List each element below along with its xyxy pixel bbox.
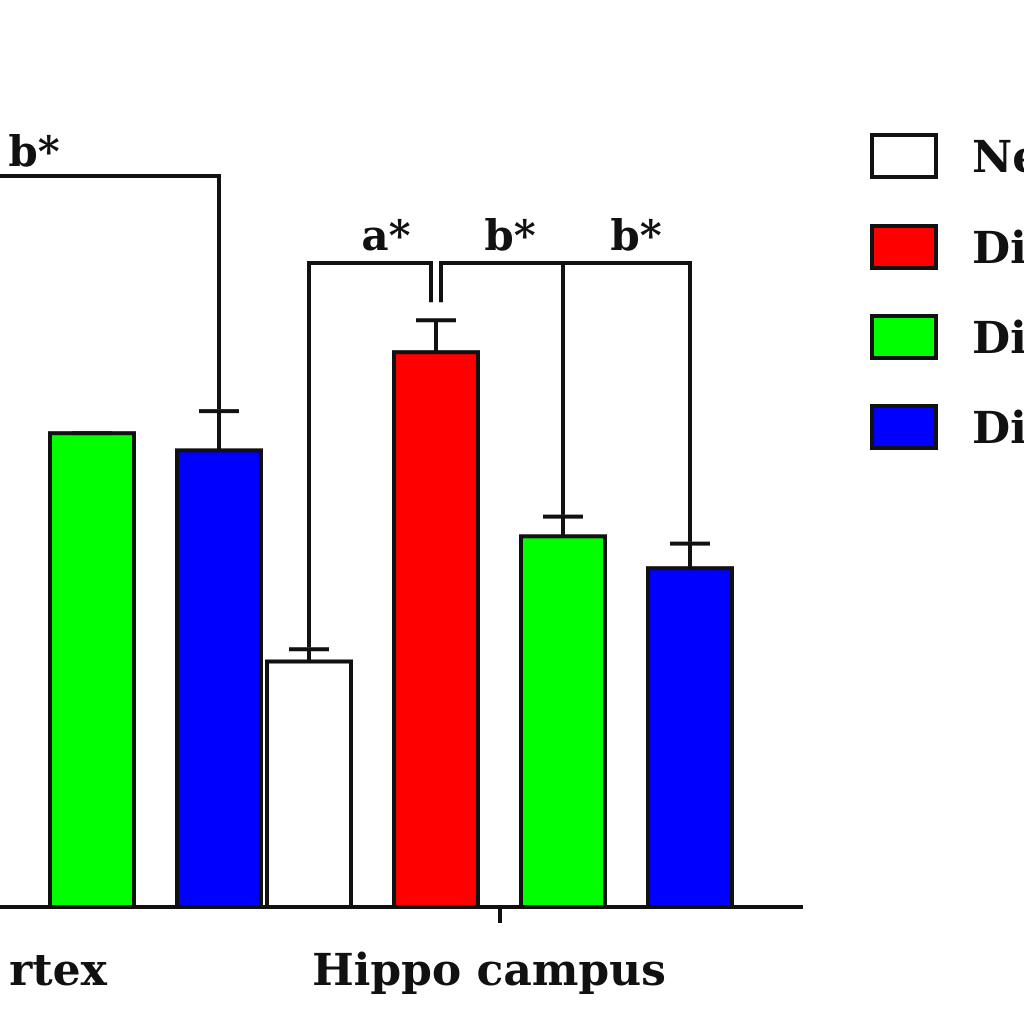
significance-label: b* (484, 211, 535, 260)
bracket-cortex (0, 174, 221, 410)
legend-swatch-2 (870, 314, 938, 360)
legend-label-2: Di (972, 313, 1024, 364)
legend-label-1: Di (972, 223, 1024, 274)
significance-label: b* (610, 211, 661, 260)
bar-0-3 (175, 448, 263, 909)
legend-swatch-0 (870, 133, 938, 179)
legend-label-3: Di (972, 403, 1024, 454)
bracket-a (307, 261, 433, 648)
legend-label-0: Ne (972, 132, 1024, 183)
bar-1-0 (265, 659, 353, 909)
bar-0-2 (48, 431, 136, 909)
bar-1-3 (646, 566, 734, 910)
legend-swatch-3 (870, 404, 938, 450)
category-label: Hippo campus (312, 945, 666, 996)
bracket-b (439, 261, 692, 542)
bar-1-2 (519, 534, 607, 909)
bar-1-1 (392, 350, 480, 910)
legend-swatch-1 (870, 224, 938, 270)
category-label: rtex (9, 945, 108, 996)
significance-label: a* (361, 211, 410, 260)
plot-area: rtex Hippo campus b* a* b* b* (0, 127, 803, 996)
legend: Ne Di Di Di (870, 132, 1024, 454)
significance-label: b* (8, 127, 59, 176)
